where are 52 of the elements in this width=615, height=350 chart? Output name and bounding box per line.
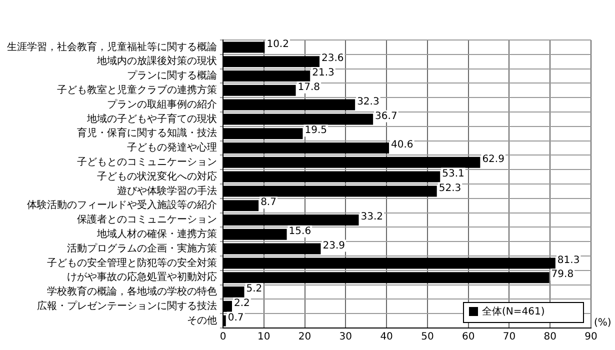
y-tick-label: 活動プログラムの企画・実施方策 (67, 242, 217, 254)
data-label: 5.2 (246, 284, 262, 295)
x-tick-label: 0 (220, 332, 226, 343)
x-tick-label: 80 (544, 332, 556, 343)
y-tick-label: 子どもの安全管理と防犯等の安全対策 (47, 256, 217, 269)
data-label: 53.1 (442, 168, 464, 180)
data-label: 79.8 (551, 269, 574, 280)
x-tick-label: 60 (462, 332, 475, 343)
data-label: 23.6 (322, 53, 344, 64)
y-tick-label: 遊びや体験学習の手法 (117, 184, 217, 197)
y-tick-label: 育児・保育に関する知識・技法 (77, 127, 217, 140)
y-tick-label: 子ども教室と児童クラブの連携方策 (57, 84, 217, 96)
data-label: 33.2 (360, 212, 384, 223)
y-tick-label: 地域内の放課後対策の現状 (96, 55, 217, 68)
y-tick-label: けがや事故の応急処置や初動対応 (67, 271, 217, 284)
data-label: 62.9 (482, 154, 504, 165)
y-tick-label: 保護者とのコミュニケーション (77, 214, 217, 226)
data-label: 19.5 (304, 125, 327, 136)
data-label: 10.2 (266, 38, 289, 50)
x-tick-label: 20 (298, 332, 312, 343)
data-label: 2.2 (234, 298, 250, 309)
x-axis-title: (%) (594, 318, 612, 329)
x-tick-label: 90 (584, 332, 598, 343)
data-label: 40.6 (391, 140, 414, 151)
data-label: 15.6 (288, 226, 312, 237)
y-tick-label: 生涯学習，社会教育，児童福祉等に関する概論 (7, 40, 217, 53)
x-tick-label: 50 (421, 332, 434, 343)
data-label: 81.3 (557, 254, 580, 266)
x-tick-label: 70 (502, 332, 516, 343)
x-tick-label: 30 (339, 332, 352, 343)
data-label: 23.9 (322, 240, 345, 252)
legend-label: 全体(N=461) (482, 306, 545, 318)
x-tick-label: 40 (380, 332, 393, 343)
y-tick-label: 広報・プレゼンテーションに関する技法 (37, 300, 217, 312)
y-tick-label: プランの取組事例の紹介 (107, 98, 217, 110)
data-label: 8.7 (260, 197, 276, 208)
y-tick-label: 学校教育の概論，各地域の学校の特色 (47, 286, 217, 298)
data-label: 52.3 (438, 182, 462, 194)
y-tick-label: 子どもの状況変化への対応 (97, 170, 217, 182)
data-label: 32.3 (357, 96, 380, 108)
y-tick-label: 地域人材の確保・連携方策 (96, 228, 217, 240)
y-tick-label: 地域の子どもや子育ての現状 (86, 112, 217, 125)
y-tick-label: 子どもとのコミュニケーション (77, 156, 217, 168)
data-label: 0.7 (228, 312, 244, 324)
y-tick-label: その他 (187, 314, 217, 326)
y-tick-label: 子どもの発達や心理 (127, 142, 217, 154)
y-tick-label: プランに関する概論 (127, 70, 217, 82)
data-label: 36.7 (375, 110, 398, 122)
x-tick-label: 10 (258, 332, 270, 343)
data-label: 21.3 (312, 68, 334, 79)
data-label: 17.8 (298, 82, 320, 93)
y-tick-label: 体験活動のフィールドや受入施設等の紹介 (27, 199, 217, 212)
